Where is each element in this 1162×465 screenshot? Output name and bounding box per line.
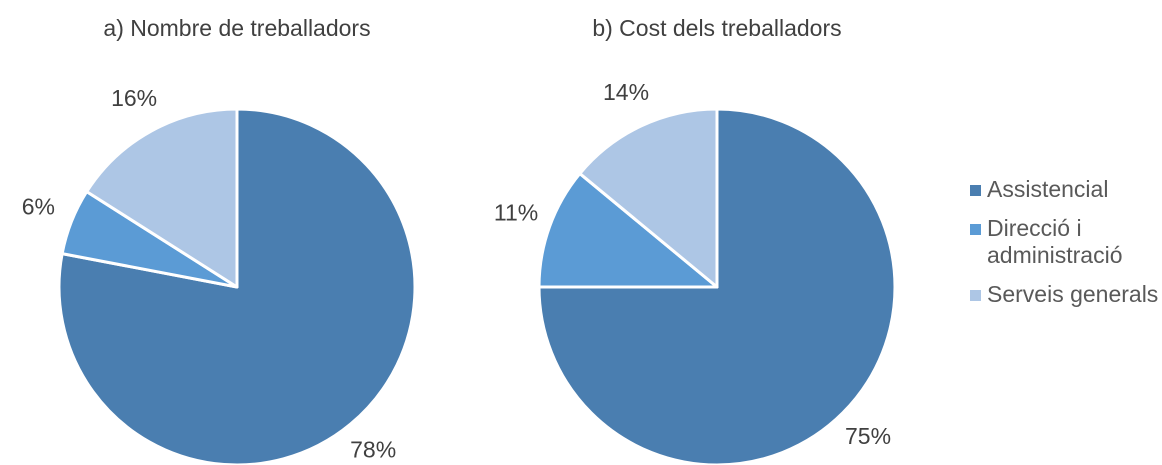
chart-title: a) Nombre de treballadors (103, 15, 370, 41)
data-label: 78% (350, 437, 396, 463)
legend-entry: Direcció i administració (970, 215, 1160, 269)
data-label: 6% (22, 193, 55, 219)
legend-swatch (970, 224, 981, 235)
legend-swatch (970, 290, 981, 301)
legend-entry: Serveis generals (970, 281, 1160, 308)
legend-label: Serveis generals (987, 281, 1159, 307)
data-label: 16% (111, 85, 157, 111)
legend-label: Assistencial (987, 176, 1109, 202)
legend: Assistencial Direcció i administració Serv… (970, 176, 1160, 320)
legend-swatch (970, 185, 981, 196)
legend-entry: Assistencial (970, 176, 1160, 203)
pie-slice (537, 107, 897, 465)
data-label: 75% (845, 423, 891, 449)
pie-slice (578, 107, 719, 289)
pie-slice (537, 172, 719, 289)
data-label: 14% (603, 79, 649, 105)
pie-slice (57, 107, 417, 465)
data-label: 11% (494, 200, 538, 226)
legend-label: Direcció i administració (987, 215, 1123, 268)
chart-title: b) Cost dels treballadors (592, 15, 841, 41)
pie-slice (85, 107, 239, 289)
